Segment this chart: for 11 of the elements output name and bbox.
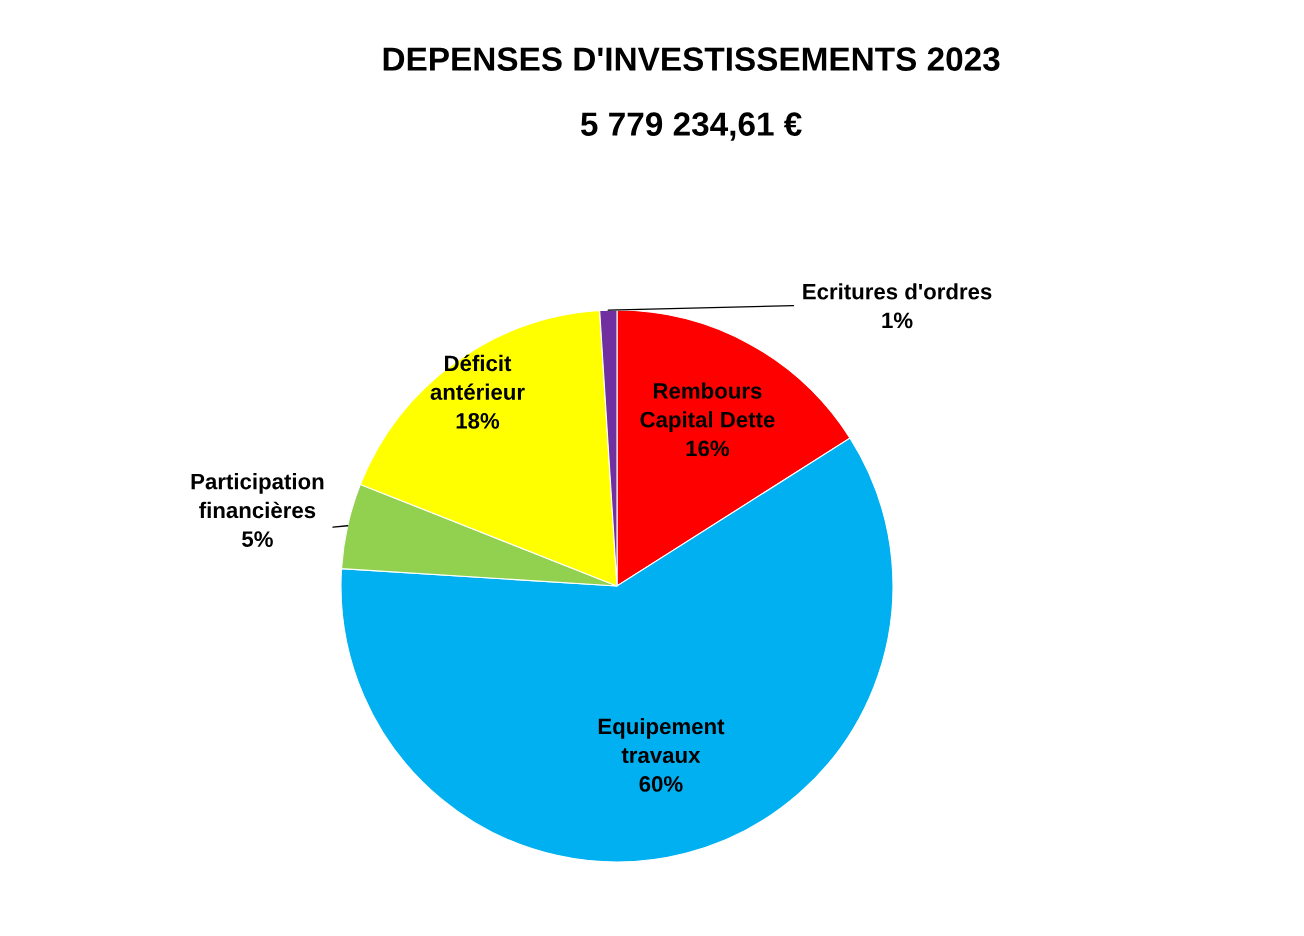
chart-subtitle: 5 779 234,61 €	[580, 112, 802, 141]
slice-label: Ecritures d'ordres	[803, 283, 992, 300]
slice-label: Participation financières	[191, 473, 324, 519]
data-label: 1%	[882, 312, 913, 329]
slice-label: Equipement travaux	[598, 717, 725, 764]
chart-title: DEPENSES D'INVESTISSEMENTS 2023	[383, 47, 1000, 71]
data-label: 5%	[242, 531, 273, 547]
data-label: 16%	[686, 440, 730, 457]
data-label: 18%	[456, 412, 500, 429]
data-label: 60%	[639, 776, 683, 792]
slice-label: Rembours Capital Dette	[640, 382, 775, 432]
